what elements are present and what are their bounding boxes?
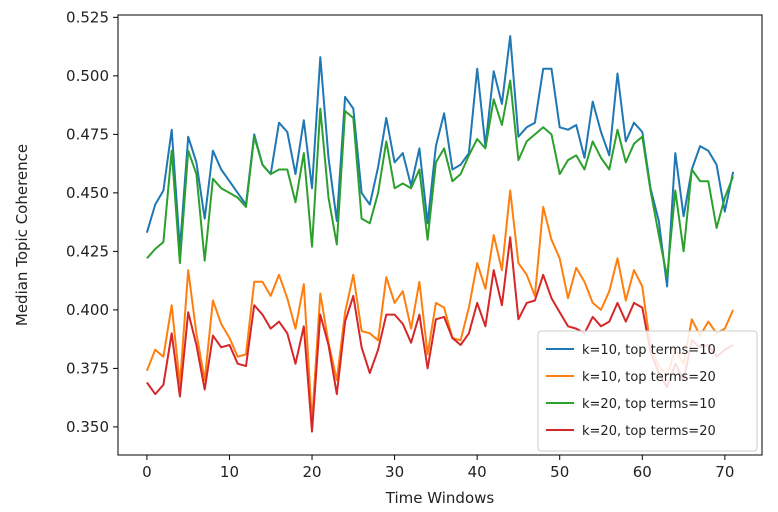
y-tick-label: 0.400 [66, 301, 109, 319]
series-line-3 [146, 79, 735, 279]
y-tick-label: 0.375 [66, 359, 109, 377]
y-tick-label: 0.525 [66, 8, 109, 26]
legend-label: k=10, top terms=20 [582, 370, 716, 385]
ticks-layer: 0 10 20 30 40 50 60 70 0.350 0.375 0.400 0.425 0.450… [66, 8, 734, 481]
series-line-4 [146, 236, 734, 433]
y-tick-label: 0.500 [66, 67, 109, 85]
series-layer [145, 35, 735, 433]
plot-frame [117, 14, 763, 456]
y-tick-label: 0.450 [66, 184, 109, 202]
x-axis-title: Time Windows [385, 489, 495, 507]
y-tick-label: 0.475 [66, 125, 109, 143]
x-tick-label: 20 [302, 463, 321, 481]
x-tick-label: 0 [142, 463, 152, 481]
legend-label: k=20, top terms=10 [582, 397, 716, 412]
legend-box [537, 330, 758, 452]
x-tick-label: 30 [385, 463, 404, 481]
series-line-1 [145, 35, 735, 288]
x-tick-label: 70 [715, 463, 734, 481]
y-axis-title: Median Topic Coherence [13, 144, 31, 326]
legend: k=10, top terms=10 k=10, top terms=20 k=20… [537, 330, 758, 452]
x-tick-label: 50 [550, 463, 569, 481]
y-tick-label: 0.425 [66, 242, 109, 260]
series-line-2 [145, 189, 735, 424]
legend-label: k=20, top terms=20 [582, 424, 716, 439]
y-tick-label: 0.350 [66, 418, 109, 436]
x-tick-label: 10 [220, 463, 239, 481]
x-tick-label: 60 [633, 463, 652, 481]
legend-label: k=10, top terms=10 [582, 343, 716, 358]
x-tick-label: 40 [468, 463, 487, 481]
